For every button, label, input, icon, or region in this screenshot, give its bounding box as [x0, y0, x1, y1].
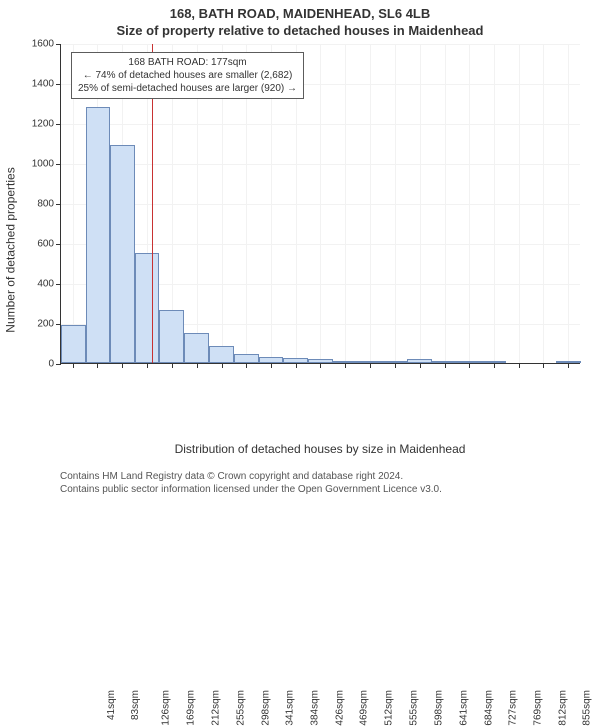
- x-tick-label: 255sqm: [235, 690, 246, 726]
- x-tick-label: 126sqm: [161, 690, 172, 726]
- plot-area: 168 BATH ROAD: 177sqm← 74% of detached h…: [60, 44, 580, 434]
- histogram-bar: [209, 346, 234, 363]
- grid-line-v: [395, 44, 396, 363]
- histogram-bar: [357, 361, 382, 363]
- x-tick-label: 512sqm: [384, 690, 395, 726]
- histogram-bar: [61, 325, 86, 363]
- grid-line-v: [519, 44, 520, 363]
- info-line-1: 168 BATH ROAD: 177sqm: [78, 56, 297, 69]
- x-tick-label: 727sqm: [508, 690, 519, 726]
- x-tick-label: 769sqm: [532, 690, 543, 726]
- chart-container: 168, BATH ROAD, MAIDENHEAD, SL6 4LB Size…: [0, 0, 600, 500]
- x-tick-label: 341sqm: [285, 690, 296, 726]
- x-tick-label: 212sqm: [211, 690, 222, 726]
- x-tick-label: 169sqm: [186, 690, 197, 726]
- x-tick-label: 41sqm: [106, 690, 117, 720]
- x-tick-label: 598sqm: [434, 690, 445, 726]
- x-axis-label: Distribution of detached houses by size …: [60, 442, 580, 456]
- y-tick-label: 600: [24, 239, 54, 250]
- y-tick-mark: [56, 244, 61, 245]
- x-tick-label: 812sqm: [557, 690, 568, 726]
- x-tick-label: 684sqm: [483, 690, 494, 726]
- footer-line-2: Contains public sector information licen…: [60, 484, 442, 495]
- histogram-bar: [184, 333, 209, 363]
- x-tick-label: 426sqm: [334, 690, 345, 726]
- y-tick-label: 1400: [24, 79, 54, 90]
- x-tick-label: 855sqm: [582, 690, 593, 726]
- y-tick-label: 1600: [24, 39, 54, 50]
- grid-line-v: [345, 44, 346, 363]
- histogram-bar: [259, 357, 284, 363]
- info-box: 168 BATH ROAD: 177sqm← 74% of detached h…: [71, 52, 304, 99]
- histogram-bar: [110, 145, 135, 363]
- y-tick-label: 800: [24, 199, 54, 210]
- y-tick-mark: [56, 164, 61, 165]
- footer-line-1: Contains HM Land Registry data © Crown c…: [60, 471, 403, 482]
- address-title: 168, BATH ROAD, MAIDENHEAD, SL6 4LB: [0, 0, 600, 21]
- grid-line-v: [370, 44, 371, 363]
- histogram-bar: [407, 359, 432, 363]
- histogram-bar: [135, 253, 159, 363]
- grid-line-v: [568, 44, 569, 363]
- info-line-3: 25% of semi-detached houses are larger (…: [78, 82, 297, 95]
- grid-line-v: [445, 44, 446, 363]
- y-tick-mark: [56, 124, 61, 125]
- histogram-bar: [283, 358, 307, 363]
- histogram-bar: [382, 361, 407, 363]
- y-tick-label: 0: [24, 359, 54, 370]
- x-tick-label: 469sqm: [359, 690, 370, 726]
- plot: 168 BATH ROAD: 177sqm← 74% of detached h…: [60, 44, 580, 364]
- histogram-bar: [556, 361, 581, 363]
- y-tick-mark: [56, 84, 61, 85]
- histogram-bar: [432, 361, 457, 363]
- histogram-bar: [159, 310, 184, 363]
- y-tick-label: 200: [24, 319, 54, 330]
- x-tick-area: 41sqm83sqm126sqm169sqm212sqm255sqm298sqm…: [60, 364, 580, 424]
- y-tick-label: 1000: [24, 159, 54, 170]
- histogram-bar: [308, 359, 333, 363]
- grid-line-v: [543, 44, 544, 363]
- x-tick-label: 641sqm: [458, 690, 469, 726]
- x-tick-label: 83sqm: [130, 690, 141, 720]
- y-axis-label: Number of detached properties: [2, 0, 20, 500]
- info-line-2: ← 74% of detached houses are smaller (2,…: [78, 69, 297, 82]
- grid-line-v: [494, 44, 495, 363]
- y-tick-mark: [56, 284, 61, 285]
- histogram-bar: [482, 361, 506, 363]
- histogram-bar: [86, 107, 110, 363]
- histogram-bar: [333, 361, 358, 363]
- grid-line-v: [320, 44, 321, 363]
- y-tick-label: 400: [24, 279, 54, 290]
- histogram-bar: [234, 354, 259, 363]
- grid-line-v: [469, 44, 470, 363]
- grid-line-v: [420, 44, 421, 363]
- y-tick-label: 1200: [24, 119, 54, 130]
- y-tick-mark: [56, 44, 61, 45]
- x-tick-label: 384sqm: [310, 690, 321, 726]
- chart-subtitle: Size of property relative to detached ho…: [0, 21, 600, 38]
- histogram-bar: [457, 361, 482, 363]
- x-tick-label: 298sqm: [260, 690, 271, 726]
- x-tick-label: 555sqm: [409, 690, 420, 726]
- y-tick-mark: [56, 204, 61, 205]
